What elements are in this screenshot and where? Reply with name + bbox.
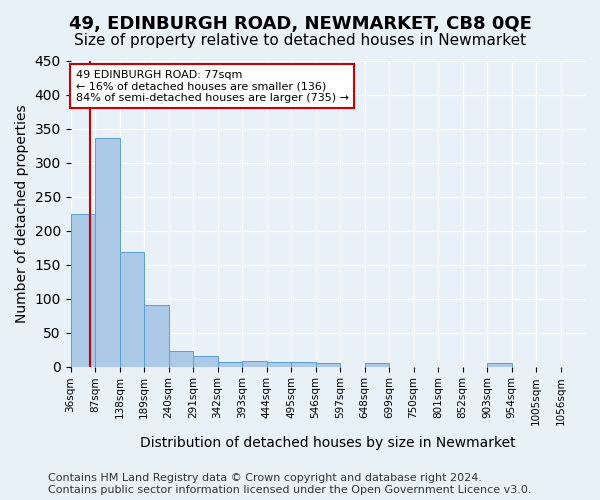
Bar — [365, 363, 389, 366]
Text: 49, EDINBURGH ROAD, NEWMARKET, CB8 0QE: 49, EDINBURGH ROAD, NEWMARKET, CB8 0QE — [68, 15, 532, 33]
Bar — [144, 306, 169, 366]
Bar — [193, 356, 218, 366]
Bar — [169, 351, 193, 366]
Bar — [242, 361, 266, 366]
Bar — [487, 363, 512, 366]
Bar — [71, 214, 95, 366]
Text: Contains HM Land Registry data © Crown copyright and database right 2024.
Contai: Contains HM Land Registry data © Crown c… — [48, 474, 532, 495]
Text: 49 EDINBURGH ROAD: 77sqm
← 16% of detached houses are smaller (136)
84% of semi-: 49 EDINBURGH ROAD: 77sqm ← 16% of detach… — [76, 70, 349, 103]
Bar — [119, 252, 144, 366]
Bar — [95, 138, 119, 366]
X-axis label: Distribution of detached houses by size in Newmarket: Distribution of detached houses by size … — [140, 436, 515, 450]
Y-axis label: Number of detached properties: Number of detached properties — [15, 104, 29, 323]
Bar — [316, 363, 340, 366]
Bar — [291, 362, 316, 366]
Bar — [266, 362, 291, 366]
Bar — [218, 362, 242, 366]
Text: Size of property relative to detached houses in Newmarket: Size of property relative to detached ho… — [74, 32, 526, 48]
